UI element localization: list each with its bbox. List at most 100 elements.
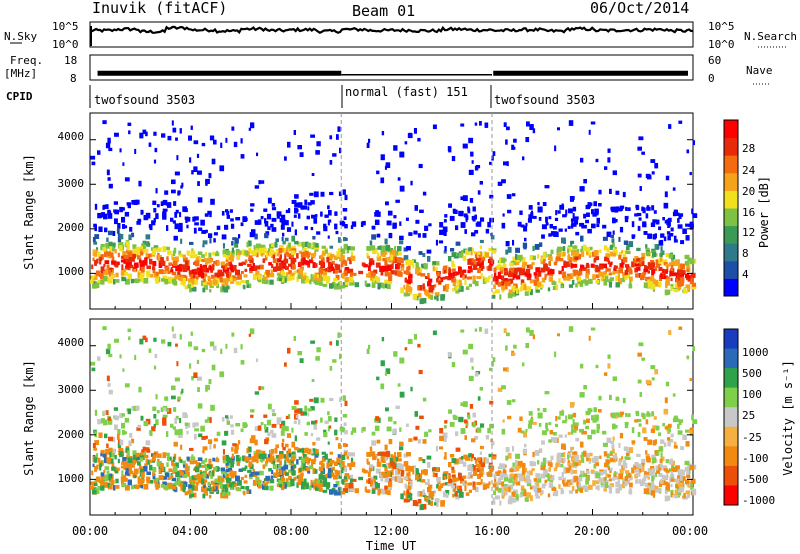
power-cell bbox=[382, 252, 386, 257]
velocity-cell bbox=[397, 383, 401, 387]
velocity-cell bbox=[669, 476, 672, 483]
power-cell bbox=[263, 272, 267, 276]
velocity-cell bbox=[235, 423, 241, 427]
velocity-cell bbox=[188, 476, 193, 481]
velocity-cell bbox=[304, 432, 308, 436]
power-cell bbox=[424, 263, 428, 268]
power-cell bbox=[507, 247, 512, 253]
velocity-cell bbox=[475, 458, 478, 464]
power-cell bbox=[593, 258, 597, 263]
power-cell bbox=[520, 224, 525, 228]
velocity-cell bbox=[488, 471, 493, 477]
power-cell bbox=[394, 246, 397, 252]
velocity-cell bbox=[586, 475, 589, 481]
velocity-cell bbox=[153, 337, 157, 342]
velocity-cell bbox=[179, 482, 184, 487]
velocity-cell bbox=[106, 457, 112, 463]
power-cell bbox=[349, 268, 354, 274]
power-cell bbox=[417, 292, 422, 298]
power-cell bbox=[618, 267, 624, 274]
power-cell bbox=[677, 285, 681, 290]
power-cell bbox=[451, 279, 456, 283]
velocity-cell bbox=[107, 343, 111, 350]
velocity-cell bbox=[508, 495, 513, 500]
velocity-cell bbox=[587, 457, 592, 462]
velocity-cell bbox=[593, 407, 597, 413]
nave-label: Nave bbox=[746, 64, 773, 77]
power-cell bbox=[396, 270, 402, 277]
velocity-cell bbox=[350, 457, 354, 463]
power-cell bbox=[152, 267, 156, 274]
power-cell bbox=[223, 250, 227, 255]
power-cell bbox=[278, 273, 283, 279]
power-cell bbox=[654, 279, 659, 284]
velocity-cell bbox=[650, 484, 656, 491]
power-cell bbox=[309, 192, 314, 196]
power-cell bbox=[329, 135, 333, 140]
power-cell bbox=[567, 246, 572, 252]
velocity-cell bbox=[451, 485, 456, 489]
power-cell bbox=[312, 242, 316, 248]
velocity-cell bbox=[313, 397, 319, 404]
velocity-cell bbox=[474, 487, 479, 493]
power-cell bbox=[569, 196, 574, 202]
power-cell bbox=[217, 270, 221, 276]
power-cell bbox=[389, 251, 393, 258]
power-cell bbox=[304, 241, 309, 247]
velocity-cell bbox=[541, 430, 547, 436]
velocity-cell bbox=[595, 472, 601, 479]
velocity-cell bbox=[647, 439, 653, 445]
power-cell bbox=[202, 275, 206, 281]
velocity-cell bbox=[528, 420, 534, 424]
velocity-cell bbox=[168, 482, 172, 489]
power-cell bbox=[216, 225, 221, 230]
velocity-cell bbox=[258, 450, 261, 456]
power-cell bbox=[603, 245, 608, 251]
power-cell bbox=[637, 173, 642, 178]
power-cell bbox=[415, 219, 420, 224]
power-cell bbox=[100, 270, 105, 274]
power-cell bbox=[153, 217, 156, 223]
velocity-cell bbox=[665, 469, 670, 473]
velocity-cell bbox=[282, 477, 285, 482]
power-cell bbox=[595, 266, 601, 273]
velocity-cell bbox=[470, 468, 473, 472]
velocity-cell bbox=[131, 459, 136, 465]
power-cell bbox=[103, 213, 108, 220]
power-cell bbox=[219, 165, 225, 172]
power-cell bbox=[174, 223, 179, 230]
power-cell bbox=[668, 233, 674, 237]
power-cell bbox=[532, 255, 536, 261]
velocity-cell bbox=[447, 352, 451, 358]
power-cell bbox=[515, 270, 518, 277]
power-cell bbox=[201, 272, 205, 279]
power-cell bbox=[513, 274, 516, 278]
power-cell bbox=[100, 274, 103, 279]
velocity-cell bbox=[139, 457, 144, 462]
velocity-cell bbox=[675, 484, 680, 489]
power-cell bbox=[568, 208, 573, 214]
power-cell bbox=[526, 286, 531, 292]
velocity-cell bbox=[233, 347, 238, 354]
velocity-cell bbox=[659, 462, 663, 468]
velocity-cell bbox=[395, 456, 399, 462]
velocity-cell bbox=[532, 421, 537, 425]
power-cell bbox=[209, 238, 212, 244]
velocity-cell bbox=[105, 448, 110, 455]
power-cell bbox=[496, 280, 499, 285]
power-cell bbox=[545, 216, 548, 223]
velocity-cell bbox=[288, 414, 291, 419]
power-cell bbox=[482, 278, 486, 284]
velocity-cell bbox=[609, 457, 615, 462]
power-cell bbox=[334, 211, 338, 216]
velocity-cell bbox=[660, 452, 663, 458]
velocity-cell bbox=[602, 477, 606, 482]
velocity-cell bbox=[552, 437, 558, 443]
velocity-cell bbox=[625, 456, 631, 460]
power-cell bbox=[229, 264, 234, 270]
velocity-cell bbox=[267, 432, 271, 437]
velocity-cell bbox=[539, 448, 543, 453]
power-cell bbox=[405, 288, 408, 294]
power-cell bbox=[408, 132, 412, 137]
power-cell bbox=[596, 217, 600, 224]
